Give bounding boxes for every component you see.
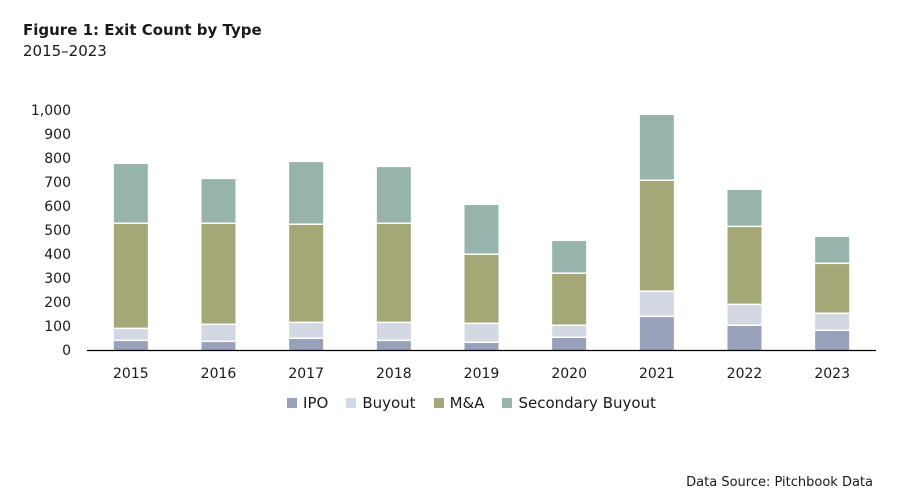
bar-segment-ipo-2022	[727, 326, 762, 350]
legend-item-buyout: Buyout	[346, 394, 416, 412]
bar-stack-2015	[113, 164, 148, 350]
bar-segment-buyout-2017	[289, 323, 324, 338]
bar-segment-buyout-2015	[113, 329, 148, 340]
bar-segment-m-a-2018	[376, 224, 411, 322]
bar-segment-ipo-2016	[201, 342, 236, 350]
legend-item-m-a: M&A	[433, 394, 485, 412]
bar-segment-ipo-2017	[289, 338, 324, 350]
bar-segment-secondary-buyout-2018	[376, 167, 411, 223]
x-tick-label: 2021	[639, 366, 675, 382]
legend-item-secondary-buyout: Secondary Buyout	[502, 394, 656, 412]
chart-subtitle: 2015–2023	[23, 42, 107, 60]
legend-swatch	[287, 398, 298, 408]
y-tick-label: 500	[44, 223, 71, 239]
legend-label: IPO	[303, 394, 329, 412]
bar-segment-secondary-buyout-2017	[289, 162, 324, 224]
bar-segment-secondary-buyout-2023	[815, 236, 850, 263]
bar-segment-m-a-2019	[464, 254, 499, 323]
bar-segment-secondary-buyout-2020	[552, 241, 587, 273]
x-tick-label: 2015	[113, 366, 149, 382]
x-tick-label: 2016	[201, 366, 237, 382]
bar-stack-2016	[201, 179, 236, 350]
chart-title: Figure 1: Exit Count by Type	[23, 21, 262, 39]
bar-segment-secondary-buyout-2019	[464, 205, 499, 254]
x-tick-label: 2018	[376, 366, 412, 382]
y-tick-label: 400	[44, 247, 71, 263]
bar-segment-buyout-2020	[552, 326, 587, 337]
y-tick-label: 100	[44, 319, 71, 335]
bar-segment-secondary-buyout-2016	[201, 179, 236, 223]
bar-segment-buyout-2016	[201, 325, 236, 341]
bar-segment-ipo-2019	[464, 343, 499, 350]
bar-segment-m-a-2016	[201, 224, 236, 324]
bar-segment-m-a-2017	[289, 224, 324, 322]
legend-swatch	[346, 398, 357, 408]
y-tick-label: 600	[44, 199, 71, 215]
bar-stack-2019	[464, 205, 499, 350]
bar-segment-buyout-2018	[376, 323, 411, 340]
x-tick-label: 2019	[464, 366, 500, 382]
x-tick-label: 2020	[551, 366, 587, 382]
bar-segment-ipo-2018	[376, 341, 411, 350]
data-source: Data Source: Pitchbook Data	[686, 475, 873, 490]
bar-stack-2022	[727, 189, 762, 350]
bar-segment-m-a-2023	[815, 264, 850, 313]
bar-segment-secondary-buyout-2015	[113, 164, 148, 223]
legend-swatch	[502, 398, 513, 408]
bar-segment-secondary-buyout-2022	[727, 189, 762, 226]
bars	[113, 115, 850, 350]
legend-label: Secondary Buyout	[518, 394, 656, 412]
y-tick-label: 0	[62, 343, 71, 359]
y-tick-label: 200	[44, 295, 71, 311]
legend-label: Buyout	[362, 394, 416, 412]
bar-segment-buyout-2019	[464, 324, 499, 342]
bar-segment-buyout-2023	[815, 314, 850, 330]
y-tick-label: 800	[44, 151, 71, 167]
bar-stack-2021	[639, 115, 674, 350]
bar-segment-m-a-2021	[639, 181, 674, 291]
bar-segment-m-a-2015	[113, 224, 148, 328]
legend: IPO Buyout M&A Secondary Buyout	[0, 394, 903, 412]
x-tick-label: 2022	[727, 366, 763, 382]
x-axis: 2015 2016 2017 2018 2019 2020 2021 2022 2023	[113, 366, 850, 382]
y-tick-label: 900	[44, 127, 71, 143]
bar-segment-buyout-2022	[727, 305, 762, 325]
bar-stack-2017	[289, 162, 324, 350]
bar-stack-2018	[376, 167, 411, 350]
y-tick-label: 700	[44, 175, 71, 191]
legend-item-ipo: IPO	[287, 394, 328, 412]
x-tick-label: 2017	[288, 366, 324, 382]
bar-segment-ipo-2023	[815, 331, 850, 350]
legend-swatch	[433, 398, 444, 408]
y-tick-label: 1,000	[31, 103, 71, 119]
legend-label: M&A	[449, 394, 485, 412]
bar-stack-2020	[552, 241, 587, 350]
bar-segment-ipo-2015	[113, 341, 148, 350]
bar-segment-secondary-buyout-2021	[639, 115, 674, 180]
y-axis: 0 100 200 300 400 500 600 700 800 900 1,000	[31, 103, 71, 359]
bar-segment-ipo-2021	[639, 317, 674, 350]
bar-segment-ipo-2020	[552, 338, 587, 350]
x-tick-label: 2023	[814, 366, 850, 382]
bar-segment-buyout-2021	[639, 291, 674, 316]
bar-segment-m-a-2020	[552, 273, 587, 325]
y-tick-label: 300	[44, 271, 71, 287]
bar-segment-m-a-2022	[727, 227, 762, 304]
bar-stack-2023	[815, 236, 850, 350]
